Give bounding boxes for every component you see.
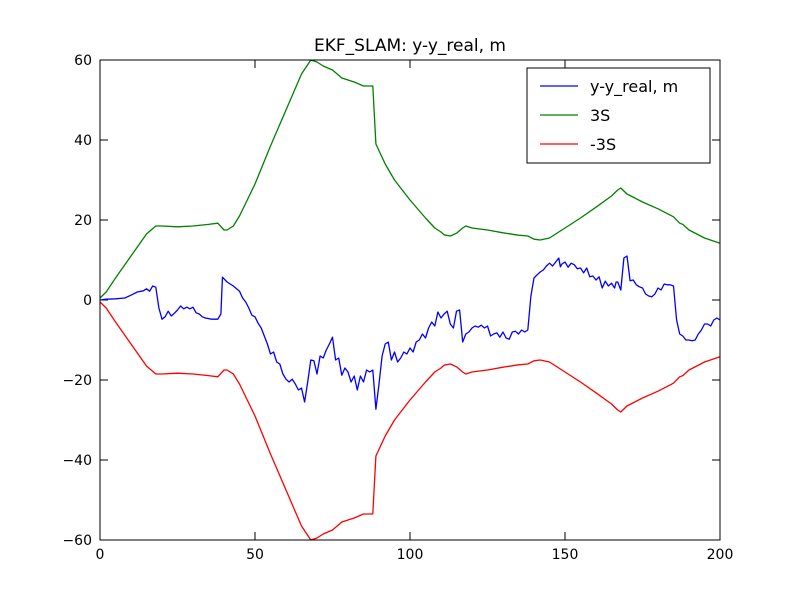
y-tick-label: −20 <box>62 373 92 389</box>
x-axis: 0 50 100 150 200 <box>96 60 734 563</box>
series-line-plus-3s <box>99 59 721 299</box>
plot-frame <box>99 59 721 541</box>
y-tick-label: 40 <box>74 133 92 149</box>
y-tick-label: 0 <box>83 293 92 309</box>
legend-entry-minus-3s: -3S <box>540 135 616 154</box>
y-tick-label: −40 <box>62 453 92 469</box>
legend-entry-error: y-y_real, m <box>540 77 678 97</box>
x-tick-label: 0 <box>96 547 105 563</box>
legend-label: -3S <box>590 135 616 154</box>
series-line-minus-3s <box>99 301 721 541</box>
x-tick-label: 200 <box>707 547 734 563</box>
x-tick-label: 50 <box>246 547 264 563</box>
legend-label: 3S <box>590 106 610 125</box>
legend-label: y-y_real, m <box>590 77 678 97</box>
y-tick-label: 60 <box>74 53 92 69</box>
series-layer <box>99 59 721 541</box>
x-tick-label: 150 <box>552 547 579 563</box>
y-tick-label: 20 <box>74 213 92 229</box>
series-line-error <box>99 255 721 410</box>
y-axis: −60 −40 −20 0 20 40 60 <box>62 53 720 549</box>
legend: y-y_real, m 3S -3S <box>526 67 711 164</box>
x-tick-label: 100 <box>397 547 424 563</box>
chart-title: EKF_SLAM: y-y_real, m <box>314 36 506 56</box>
y-tick-label: −60 <box>62 533 92 549</box>
legend-entry-plus-3s: 3S <box>540 106 610 125</box>
